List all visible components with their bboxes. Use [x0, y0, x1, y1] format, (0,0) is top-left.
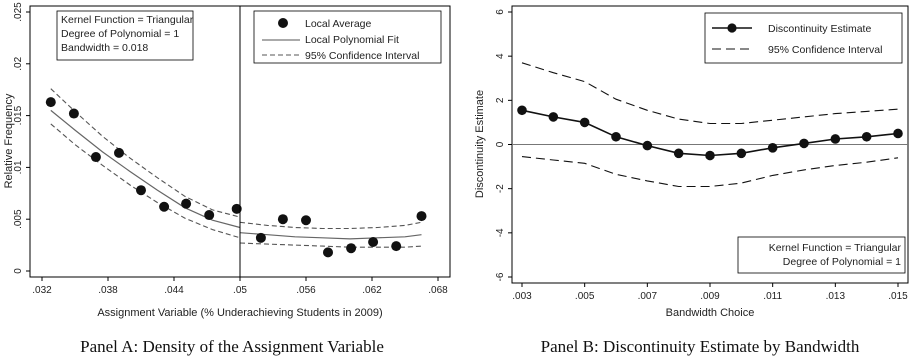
panel-a-note-frame: [56, 10, 194, 61]
panel-b-note-line-1: Kernel Function = Triangular: [769, 242, 902, 254]
panel-a-local-average-point: [301, 215, 311, 226]
panel-a-note-line-2: Degree of Polynomial = 1: [61, 28, 179, 40]
panel-a-local-average-point: [323, 247, 333, 258]
panel-a-y-tick-label: .005: [13, 209, 24, 229]
panel-b-estimate-point: [799, 138, 809, 149]
panel-b-legend-label-2: 95% Confidence Interval: [768, 44, 882, 56]
panel-a-y-tick-label: .01: [13, 160, 24, 174]
panel-a-local-average-point: [159, 201, 170, 212]
panel-a-points: [45, 97, 427, 258]
panel-b-legend-label-1: Discontinuity Estimate: [768, 23, 871, 35]
panel-a: .032 .038 .044 .05 .056 .062 .068 0 .005 .01 .015.…: [3, 2, 451, 356]
panel-b-y-tick-label: 2: [495, 97, 506, 103]
panel-b-y-tick-label: 6: [495, 9, 506, 15]
panel-b-estimate-point: [767, 143, 778, 153]
panel-b-y-tick-label: -2: [495, 184, 506, 193]
panel-a-x-tick-label: .068: [428, 285, 448, 296]
panel-a-legend-label-1: Local Average: [305, 18, 372, 30]
panel-a-local-average-point: [181, 198, 192, 209]
panel-a-legend-marker-dot: [278, 18, 288, 28]
panel-a-local-average-point: [277, 214, 288, 225]
panel-a-x-tick-label: .038: [98, 285, 118, 296]
panel-b-estimate-point: [517, 105, 527, 116]
panel-b-y-tick-label: -4: [495, 228, 506, 237]
panel-b-x-tick-label: .011: [763, 291, 782, 302]
panel-a-local-average-point: [231, 203, 242, 214]
panel-b-note-frame: [737, 236, 906, 274]
panel-a-note-line-3: Bandwidth = 0.018: [61, 42, 148, 54]
panel-b: .003 .005 .007 .009 .011 .013 .015 -6 -4 -2 0 2 4 6 D…: [474, 5, 909, 356]
panel-a-x-tick-label: .062: [362, 285, 382, 296]
panel-b-x-axis-title: Bandwidth Choice: [666, 307, 755, 319]
panel-a-legend: Local Average Local Polynomial Fit 95% C…: [253, 10, 442, 64]
panel-b-ci-line: [521, 62, 899, 125]
panel-b-ci-line: [521, 156, 899, 188]
panel-a-y-tick-label: .02: [13, 56, 24, 70]
panel-b-estimate-point: [642, 140, 653, 151]
panel-b-estimate-point: [830, 134, 841, 144]
panel-a-local-average-point: [114, 147, 124, 158]
panel-b-x-tick-label: .007: [638, 291, 658, 302]
panel-b-estimate-point: [893, 128, 903, 139]
panel-a-x-tick-label: .056: [296, 285, 316, 296]
panel-a-local-average-point: [368, 236, 379, 247]
panel-a-y-tick-label: .025: [13, 2, 24, 22]
panel-b-y-tick-label: -6: [495, 272, 506, 281]
panel-a-legend-label-2: Local Polynomial Fit: [305, 34, 399, 46]
panel-b-estimate-point: [611, 131, 621, 142]
panel-a-ci-line: [50, 88, 241, 218]
panel-a-x-axis-title: Assignment Variable (% Underachieving St…: [97, 307, 382, 319]
panel-b-y-axis-title: Discontinuity Estimate: [474, 90, 486, 198]
panel-b-estimate-point: [705, 150, 715, 161]
panel-b-x-tick-label: .005: [575, 291, 595, 302]
panel-b-legend-frame: [704, 12, 903, 64]
panel-b-x-tick-label: .009: [700, 291, 720, 302]
panel-a-caption: Panel A: Density of the Assignment Varia…: [80, 337, 384, 356]
panel-a-local-average-point: [68, 108, 79, 119]
panel-b-y-tick-label: 0: [495, 141, 506, 147]
panel-b-estimate-point: [673, 148, 684, 159]
panel-a-note-box: Kernel Function = Triangular Degree of P…: [56, 10, 194, 61]
panel-a-note-line-1: Kernel Function = Triangular: [61, 14, 194, 26]
panel-b-estimate-point: [861, 131, 872, 142]
panel-a-local-average-point: [391, 241, 402, 252]
panel-a-y-tick-label: .015: [13, 105, 24, 125]
panel-b-estimate-point: [579, 117, 590, 128]
panel-a-x-tick-label: .05: [233, 285, 247, 296]
panel-b-estimate-point: [548, 112, 559, 122]
panel-a-axes: .032 .038 .044 .05 .056 .062 .068 0 .005 .01 .015.…: [13, 2, 448, 296]
panel-a-x-tick-label: .044: [164, 285, 184, 296]
panel-a-local-average-point: [45, 97, 56, 108]
panel-a-y-axis-title: Relative Frequency: [3, 93, 15, 188]
panel-b-note-box: Kernel Function = Triangular Degree of P…: [737, 236, 906, 274]
panel-a-local-average-point: [255, 232, 266, 243]
panel-a-local-average-point: [90, 152, 101, 163]
panel-b-estimate-point: [736, 148, 747, 159]
panel-a-local-average-point: [416, 211, 427, 222]
panel-b-legend-marker-dot: [727, 23, 737, 33]
panel-a-local-average-point: [204, 210, 215, 221]
panel-b-x-tick-label: .013: [826, 291, 846, 302]
panel-a-ci-line: [239, 221, 422, 230]
panel-a-legend-label-3: 95% Confidence Interval: [305, 50, 419, 62]
panel-a-y-tick-label: 0: [13, 268, 24, 274]
panel-b-note-line-2: Degree of Polynomial = 1: [783, 256, 901, 268]
panel-b-points: [517, 105, 903, 161]
panel-b-axes: .003 .005 .007 .009 .011 .013 .015 -6 -4 -2 0 2 4 6: [495, 9, 908, 302]
panel-b-caption: Panel B: Discontinuity Estimate by Bandw…: [541, 337, 860, 356]
panel-a-local-average-point: [346, 243, 357, 254]
panel-a-local-average-point: [136, 185, 146, 196]
panel-b-legend: Discontinuity Estimate 95% Confidence In…: [704, 12, 903, 64]
panel-b-y-tick-label: 4: [495, 53, 506, 59]
panel-b-x-tick-label: .015: [888, 291, 908, 302]
panel-a-fit-line: [239, 232, 422, 240]
panel-b-x-tick-label: .003: [512, 291, 532, 302]
panel-a-x-tick-label: .032: [32, 285, 52, 296]
